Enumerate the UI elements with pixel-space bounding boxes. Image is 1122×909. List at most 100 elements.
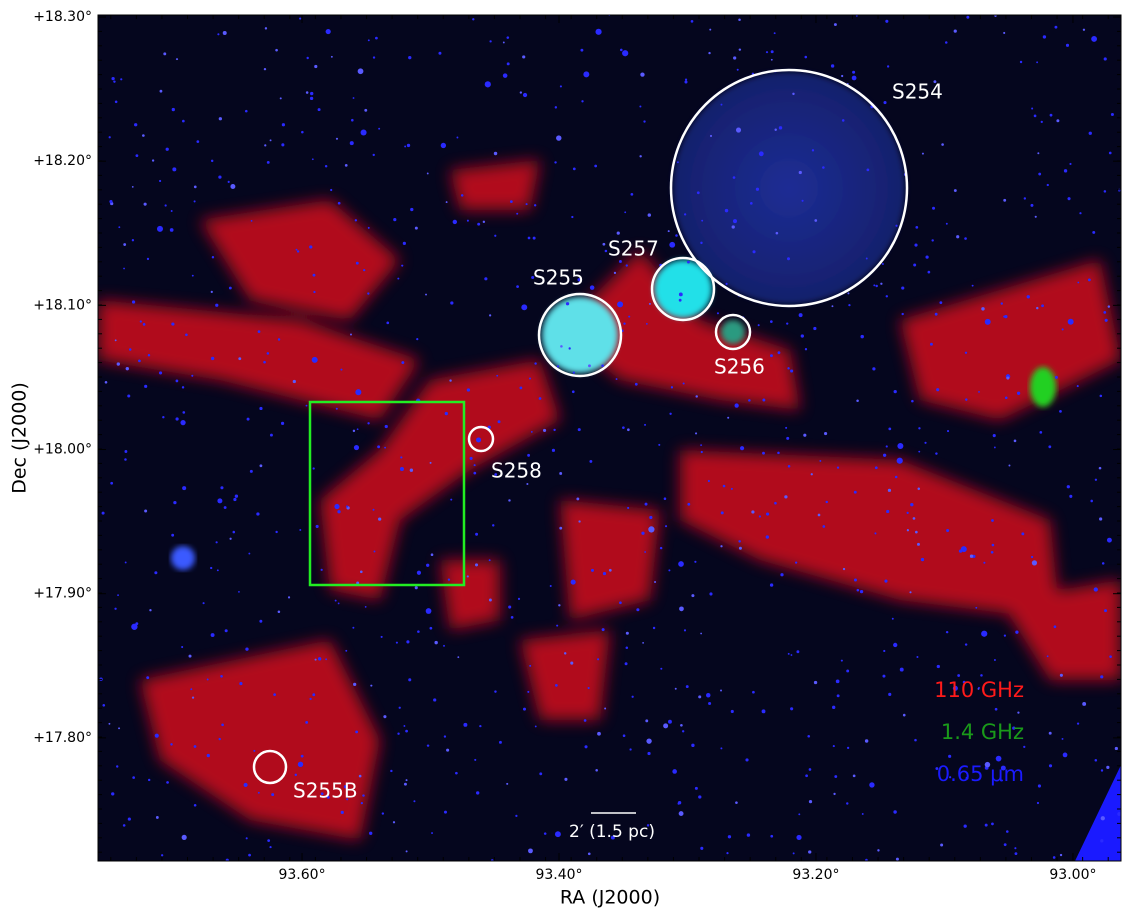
star xyxy=(836,694,840,698)
star xyxy=(431,832,434,835)
star xyxy=(700,444,703,447)
star xyxy=(430,553,434,557)
star xyxy=(893,389,897,394)
star xyxy=(118,727,121,730)
star xyxy=(560,345,563,348)
star xyxy=(944,41,948,44)
star xyxy=(417,630,420,633)
star xyxy=(218,175,222,179)
star xyxy=(708,51,711,55)
star xyxy=(738,540,741,543)
star xyxy=(810,473,813,476)
star xyxy=(123,243,127,246)
star xyxy=(730,487,733,490)
star xyxy=(416,570,422,575)
star xyxy=(727,835,732,839)
star xyxy=(445,201,448,204)
star xyxy=(117,594,119,597)
star xyxy=(833,23,837,27)
star xyxy=(477,222,481,226)
star xyxy=(581,100,584,103)
star xyxy=(853,490,857,494)
star xyxy=(668,719,672,724)
scale-bar-label: 2′ (1.5 pc) xyxy=(569,822,655,842)
star xyxy=(515,814,518,817)
star xyxy=(834,775,838,778)
star xyxy=(866,168,870,172)
star xyxy=(590,568,594,572)
star xyxy=(352,626,355,629)
star xyxy=(355,730,359,734)
star xyxy=(162,416,165,419)
star xyxy=(624,211,627,214)
star xyxy=(530,431,533,433)
star xyxy=(732,176,736,179)
star xyxy=(736,68,739,71)
star xyxy=(735,127,742,133)
star xyxy=(846,746,850,750)
star xyxy=(142,323,146,326)
star xyxy=(856,588,860,592)
star xyxy=(787,464,791,468)
star xyxy=(377,445,381,449)
star xyxy=(181,645,184,649)
star xyxy=(685,685,689,689)
star xyxy=(263,360,266,364)
star xyxy=(315,524,319,529)
star xyxy=(553,428,556,432)
plot-frame xyxy=(97,14,1122,862)
star xyxy=(358,774,362,778)
star xyxy=(678,292,683,297)
star xyxy=(359,570,363,574)
star xyxy=(918,427,921,430)
star xyxy=(1004,396,1008,400)
star xyxy=(216,569,219,572)
star xyxy=(281,143,285,147)
star xyxy=(527,690,530,693)
star xyxy=(392,821,396,824)
star xyxy=(914,738,917,742)
star xyxy=(640,72,645,77)
star xyxy=(940,843,944,847)
star xyxy=(317,108,321,112)
star xyxy=(1094,478,1098,481)
star xyxy=(556,624,559,627)
star xyxy=(1082,702,1087,706)
star xyxy=(1008,464,1011,467)
star xyxy=(644,551,647,553)
star xyxy=(175,58,179,61)
star xyxy=(734,403,739,408)
star xyxy=(978,391,980,393)
star xyxy=(522,55,526,59)
y-tick-label: +18.20° xyxy=(33,153,92,169)
source-circle xyxy=(467,425,495,453)
star xyxy=(269,433,273,437)
star xyxy=(482,220,486,224)
star xyxy=(380,635,383,638)
star xyxy=(549,584,552,588)
star xyxy=(902,713,906,717)
star xyxy=(984,823,988,827)
star xyxy=(104,380,108,384)
star xyxy=(580,48,584,52)
star xyxy=(758,515,761,518)
star xyxy=(139,320,142,323)
star xyxy=(852,70,856,74)
star xyxy=(311,158,314,161)
star xyxy=(625,264,628,267)
star xyxy=(991,822,994,826)
star xyxy=(238,357,242,361)
source-circles xyxy=(252,68,909,785)
star xyxy=(1106,765,1110,769)
star xyxy=(769,583,774,587)
star xyxy=(210,356,215,361)
star xyxy=(811,149,815,152)
star xyxy=(981,630,988,637)
star xyxy=(731,225,735,229)
star xyxy=(559,526,563,530)
star xyxy=(992,434,996,438)
star xyxy=(595,768,598,772)
star xyxy=(143,202,147,206)
star xyxy=(995,755,1002,762)
star xyxy=(306,56,309,60)
